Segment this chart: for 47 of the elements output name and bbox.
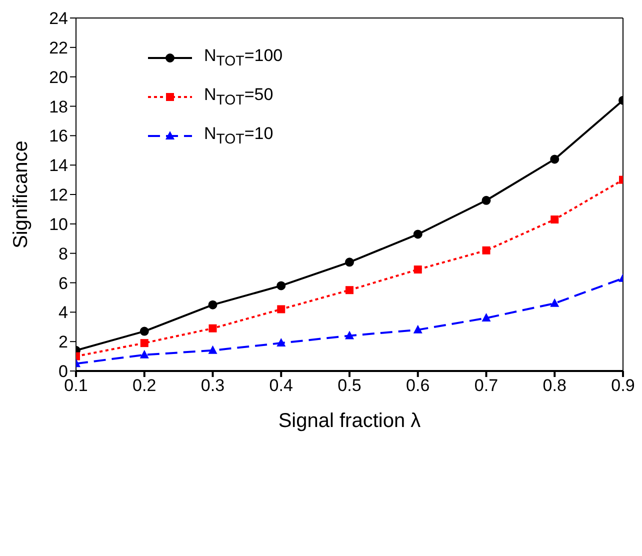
point	[208, 300, 218, 310]
point	[482, 313, 491, 322]
y-tick-label: 6	[58, 274, 68, 293]
point	[482, 246, 490, 254]
y-tick-label: 22	[49, 38, 68, 58]
x-axis-title: Signal fraction λ	[278, 410, 421, 432]
point	[345, 330, 354, 340]
y-tick-label: 8	[58, 244, 68, 264]
x-tick-label: 0.2	[132, 376, 156, 396]
point	[276, 281, 286, 290]
point	[276, 338, 286, 347]
y-tick-label: 4	[58, 303, 68, 322]
y-tick-label: 18	[49, 97, 68, 116]
point	[345, 258, 354, 267]
x-tick-label: 0.1	[64, 376, 88, 396]
point	[413, 230, 422, 239]
x-tick-label: 0.5	[338, 376, 362, 396]
point	[413, 324, 422, 334]
y-tick-label: 14	[49, 156, 68, 176]
y-tick-label: 10	[49, 214, 68, 234]
x-tick-label: 0.7	[474, 376, 498, 396]
y-tick-label: 16	[49, 126, 68, 146]
point	[414, 266, 422, 274]
y-tick-label: 24	[49, 9, 68, 28]
point	[550, 154, 560, 164]
y-tick-label: 12	[49, 186, 68, 205]
x-tick-label: 0.6	[406, 376, 430, 396]
legend-label: N$_{TOT}$=10	[204, 124, 274, 148]
legend-label: N$_{TOT}$=100	[204, 46, 283, 70]
point	[140, 326, 149, 336]
y-tick-label: 2	[58, 332, 68, 352]
point	[208, 324, 217, 332]
point	[550, 216, 559, 224]
x-tick-label: 0.9	[611, 376, 635, 396]
point	[208, 345, 218, 354]
point	[482, 196, 491, 205]
point	[346, 286, 354, 294]
point	[550, 298, 560, 307]
point	[140, 350, 149, 358]
x-tick-label: 0.4	[269, 376, 293, 396]
point	[140, 339, 148, 348]
legend-label: N$_{TOT}$=50	[204, 84, 274, 108]
y-axis-title: Significance	[10, 140, 32, 248]
x-tick-label: 0.8	[542, 376, 566, 396]
x-tick-label: 0.3	[200, 376, 225, 396]
point	[277, 305, 286, 314]
y-tick-label: 20	[49, 68, 68, 87]
